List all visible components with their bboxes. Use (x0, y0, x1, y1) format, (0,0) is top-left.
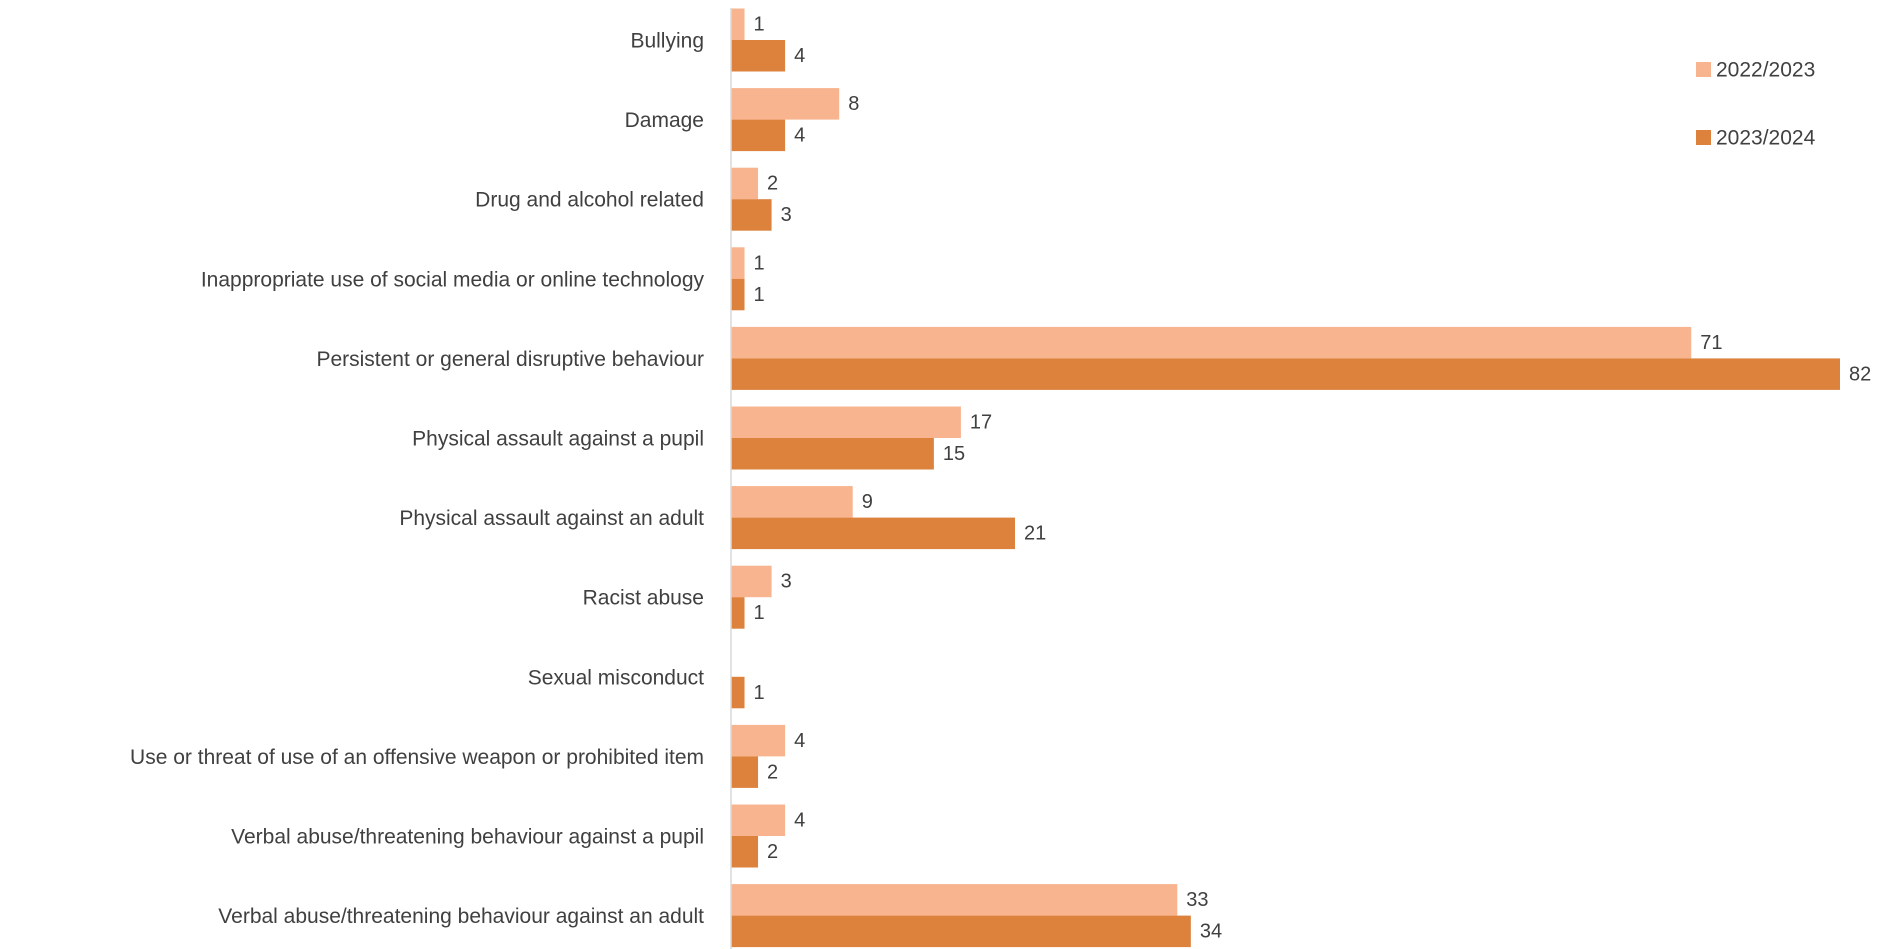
bar-2022-2023-persistent-or-general-disruptive-behaviour (731, 326, 1692, 359)
value-label-2023-2024-physical-assault-against-an-adult: 21 (1024, 523, 1046, 545)
value-label-2022-2023-damage: 8 (848, 93, 859, 115)
legend-swatch-2023-2024 (1696, 130, 1711, 145)
value-label-2022-2023-physical-assault-against-an-adult: 9 (862, 491, 873, 513)
value-label-2022-2023-verbal-abuse-threatening-behaviour-against-a-pupil: 4 (794, 810, 805, 832)
bar-2022-2023-physical-assault-against-an-adult (731, 486, 853, 518)
value-label-2023-2024-racist-abuse: 1 (754, 602, 765, 624)
bar-2022-2023-verbal-abuse-threatening-behaviour-against-a-pupil (731, 804, 786, 836)
bar-2022-2023-physical-assault-against-a-pupil (731, 406, 961, 438)
bar-2023-2024-drug-and-alcohol-related (731, 199, 772, 231)
value-label-2023-2024-bullying: 4 (794, 45, 805, 67)
value-label-2022-2023-bullying: 1 (754, 14, 765, 36)
category-label-verbal-abuse-threatening-behaviour-against-an-adult: Verbal abuse/threatening behaviour again… (218, 905, 704, 928)
value-label-2023-2024-sexual-misconduct: 1 (754, 682, 765, 704)
category-label-physical-assault-against-an-adult: Physical assault against an adult (399, 507, 704, 530)
value-label-2023-2024-damage: 4 (794, 125, 805, 147)
bar-2023-2024-physical-assault-against-an-adult (731, 517, 1016, 550)
category-label-sexual-misconduct: Sexual misconduct (528, 666, 704, 689)
bar-2022-2023-bullying (731, 8, 745, 40)
category-label-bullying: Bullying (630, 30, 704, 53)
category-label-damage: Damage (625, 109, 704, 132)
bar-2023-2024-racist-abuse (731, 597, 745, 629)
legend-label-2022-2023: 2022/2023 (1716, 59, 1815, 82)
value-label-2022-2023-use-or-threat-of-use-of-an-offensive-weapon-or-prohibited-item: 4 (794, 730, 805, 752)
bar-2023-2024-damage (731, 119, 786, 152)
bar-2022-2023-verbal-abuse-threatening-behaviour-against-an-adult (731, 884, 1178, 916)
bars (731, 8, 1840, 948)
category-label-drug-and-alcohol-related: Drug and alcohol related (475, 189, 704, 212)
value-label-2022-2023-persistent-or-general-disruptive-behaviour: 71 (1700, 332, 1722, 354)
value-label-2023-2024-verbal-abuse-threatening-behaviour-against-an-adult: 34 (1200, 921, 1222, 943)
value-label-2022-2023-verbal-abuse-threatening-behaviour-against-an-adult: 33 (1186, 889, 1208, 911)
bar-2022-2023-use-or-threat-of-use-of-an-offensive-weapon-or-prohibited-item (731, 724, 786, 757)
bar-2022-2023-racist-abuse (731, 565, 772, 598)
value-label-2022-2023-drug-and-alcohol-related: 2 (767, 173, 778, 195)
value-label-2023-2024-drug-and-alcohol-related: 3 (781, 204, 792, 226)
category-label-racist-abuse: Racist abuse (583, 587, 704, 610)
bar-2023-2024-bullying (731, 40, 786, 72)
value-label-2022-2023-physical-assault-against-a-pupil: 17 (970, 412, 992, 434)
category-label-use-or-threat-of-use-of-an-offensive-weapon-or-prohibited-item: Use or threat of use of an offensive wea… (130, 746, 704, 769)
bar-2023-2024-verbal-abuse-threatening-behaviour-against-an-adult (731, 915, 1191, 948)
value-label-2023-2024-persistent-or-general-disruptive-behaviour: 82 (1849, 363, 1871, 385)
bar-2022-2023-drug-and-alcohol-related (731, 167, 759, 200)
value-label-2022-2023-racist-abuse: 3 (781, 571, 792, 593)
value-label-2023-2024-verbal-abuse-threatening-behaviour-against-a-pupil: 2 (767, 841, 778, 863)
bar-2023-2024-persistent-or-general-disruptive-behaviour (731, 358, 1840, 390)
bar-2022-2023-damage (731, 88, 840, 120)
bar-2023-2024-sexual-misconduct (731, 676, 745, 709)
bar-2022-2023-inappropriate-use-of-social-media-or-online-technology (731, 247, 745, 279)
value-label-2023-2024-inappropriate-use-of-social-media-or-online-technology: 1 (754, 284, 765, 306)
category-label-verbal-abuse-threatening-behaviour-against-a-pupil: Verbal abuse/threatening behaviour again… (231, 826, 704, 849)
value-label-2022-2023-inappropriate-use-of-social-media-or-online-technology: 1 (754, 252, 765, 274)
legend-swatch-2022-2023 (1696, 62, 1711, 77)
bar-2023-2024-inappropriate-use-of-social-media-or-online-technology (731, 278, 745, 311)
legend: 2022/2023 2023/2024 (1696, 59, 1816, 150)
legend-label-2023-2024: 2023/2024 (1716, 127, 1816, 150)
bar-2023-2024-use-or-threat-of-use-of-an-offensive-weapon-or-prohibited-item (731, 756, 759, 788)
category-labels: Bullying Damage Drug and alcohol related In… (130, 30, 704, 929)
category-label-inappropriate-use-of-social-media-or-online-technology: Inappropriate use of social media or onl… (201, 268, 705, 291)
bar-2023-2024-verbal-abuse-threatening-behaviour-against-a-pupil (731, 836, 759, 868)
value-label-2023-2024-physical-assault-against-a-pupil: 15 (943, 443, 965, 465)
category-label-physical-assault-against-a-pupil: Physical assault against a pupil (412, 428, 704, 451)
bar-2023-2024-physical-assault-against-a-pupil (731, 438, 934, 470)
value-label-2023-2024-use-or-threat-of-use-of-an-offensive-weapon-or-prohibited-item: 2 (767, 761, 778, 783)
category-label-persistent-or-general-disruptive-behaviour: Persistent or general disruptive behavio… (316, 348, 704, 371)
